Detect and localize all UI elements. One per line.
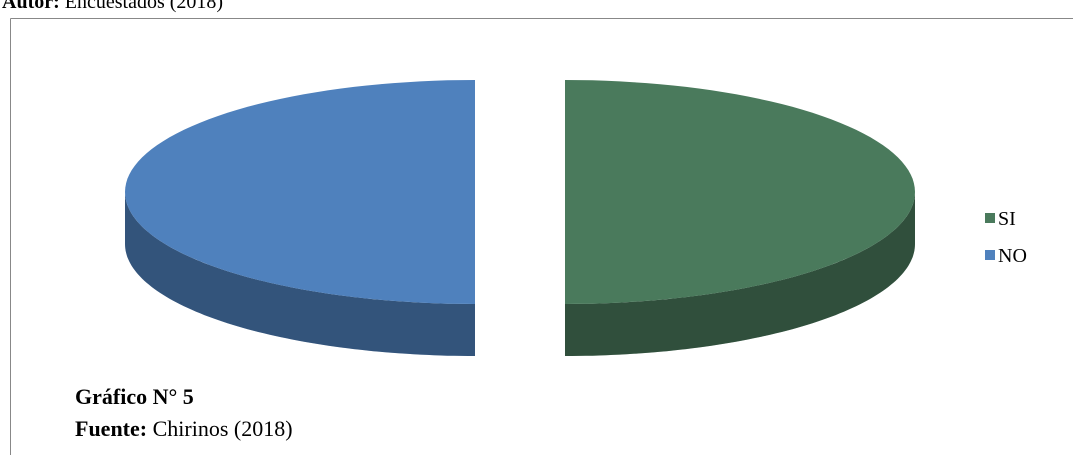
legend: SI NO — [985, 208, 1027, 267]
pie — [125, 80, 915, 356]
caption: Gráfico N° 5 — [75, 384, 194, 409]
legend-label: NO — [998, 245, 1027, 267]
source: Chirinos (2018) — [153, 416, 293, 441]
legend-swatch — [985, 213, 995, 223]
slice — [565, 80, 915, 304]
legend-label: SI — [998, 208, 1016, 230]
slice-side-shade — [565, 192, 915, 356]
author-label: Autor: — [2, 0, 60, 13]
slice-side — [565, 192, 915, 356]
source-label: Fuente: — [75, 416, 147, 441]
author-line: Autor: Encuestados (2018) — [2, 0, 223, 13]
source-line: Fuente: Chirinos (2018) — [75, 416, 293, 441]
slice-side — [125, 192, 475, 356]
author: Encuestados (2018) — [65, 0, 223, 13]
slice — [125, 80, 475, 304]
legend-swatch — [985, 250, 995, 260]
slice-side-shade — [125, 192, 475, 356]
